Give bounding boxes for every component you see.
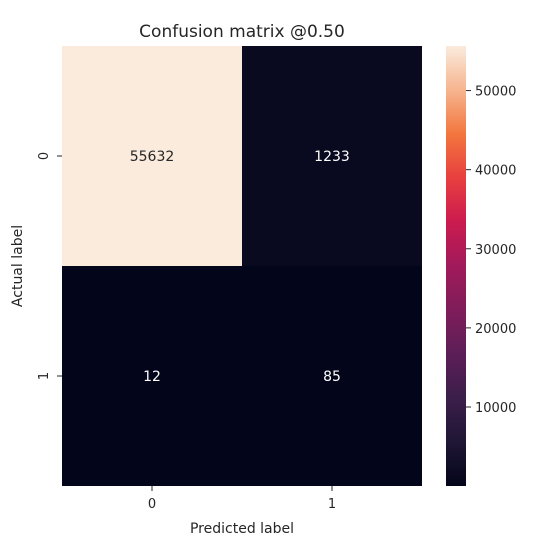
x-tick-label: 0 [148,497,156,512]
y-axis-label: Actual label [10,225,26,307]
colorbar-ticks: 10000 20000 30000 40000 50000 [466,85,516,416]
heatmap-cells [62,46,422,486]
colorbar-tick-label: 20000 [475,322,516,337]
heatmap-cell-r0-c1 [242,46,422,266]
cell-value-label: 12 [143,369,161,385]
colorbar-tick-label: 30000 [475,243,516,258]
colorbar-tick-label: 40000 [475,164,516,179]
heatmap-cell-labels: 55632 1233 12 85 [130,149,350,385]
y-axis-ticks: 01 [37,152,62,380]
colorbar [446,46,466,486]
heatmap-cell-r0-c0 [62,46,242,266]
chart-title: Confusion matrix @0.50 [139,22,345,42]
heatmap-cell-r1-c1 [242,266,422,486]
cell-value-label: 55632 [130,149,175,165]
x-tick-label: 1 [328,497,336,512]
y-tick-label: 1 [37,372,52,380]
cell-value-label: 1233 [314,149,350,165]
colorbar-tick-label: 50000 [475,85,516,100]
y-tick-label: 0 [37,152,52,160]
cell-value-label: 85 [323,369,341,385]
x-axis-label: Predicted label [190,521,294,537]
colorbar-tick-label: 10000 [475,401,516,416]
heatmap-cell-r1-c0 [62,266,242,486]
